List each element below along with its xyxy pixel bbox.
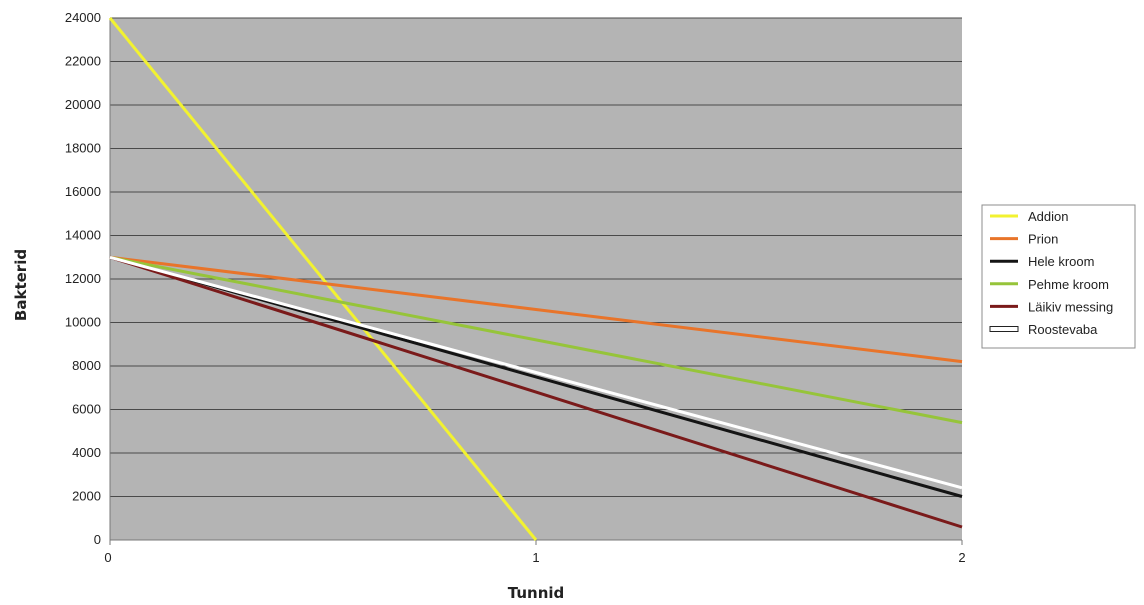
series-line-roostevaba	[109, 255, 963, 490]
x-tick-label: 0	[104, 550, 111, 565]
x-axis-ticks: 0 1 2	[104, 540, 966, 565]
legend-label-addion: Addion	[1028, 209, 1068, 224]
legend-label-hele-kroom: Hele kroom	[1028, 254, 1094, 269]
y-tick-label: 18000	[65, 141, 101, 156]
y-axis-ticks: 0 2000 4000 6000 8000 10000 12000 14000 16000 180…	[65, 10, 101, 547]
y-axis-title: Bakterid	[12, 249, 30, 321]
legend-label-pehme-kroom: Pehme kroom	[1028, 277, 1109, 292]
series-line-prion	[109, 255, 963, 364]
series-lines	[108, 17, 963, 541]
legend-label-l-ikiv-messing: Läikiv messing	[1028, 299, 1113, 314]
legend-box	[981, 204, 1136, 349]
y-tick-label: 2000	[72, 489, 101, 504]
y-tick-label: 16000	[65, 184, 101, 199]
y-tick-label: 10000	[65, 315, 101, 330]
x-tick-label: 1	[532, 550, 539, 565]
x-axis-title: Tunnid	[508, 584, 565, 602]
x-tick-label: 2	[958, 550, 965, 565]
y-tick-label: 24000	[65, 10, 101, 25]
series-line-addion	[108, 17, 538, 541]
series-line-l-ikiv-messing	[109, 255, 963, 529]
y-tick-label: 12000	[65, 271, 101, 286]
y-tick-label: 6000	[72, 402, 101, 417]
y-tick-label: 8000	[72, 358, 101, 373]
y-tick-label: 0	[94, 532, 101, 547]
legend-swatch-roostevaba	[989, 326, 1019, 332]
y-tick-label: 20000	[65, 97, 101, 112]
legend-label-prion: Prion	[1028, 232, 1058, 247]
y-tick-label: 4000	[72, 445, 101, 460]
legend-label-roostevaba: Roostevaba	[1028, 322, 1098, 337]
y-tick-label: 22000	[65, 54, 101, 69]
legend: Addion Prion Hele kroom Pehme kroom Läikiv m…	[981, 204, 1136, 349]
y-tick-label: 14000	[65, 228, 101, 243]
series-line-pehme-kroom	[109, 255, 963, 425]
